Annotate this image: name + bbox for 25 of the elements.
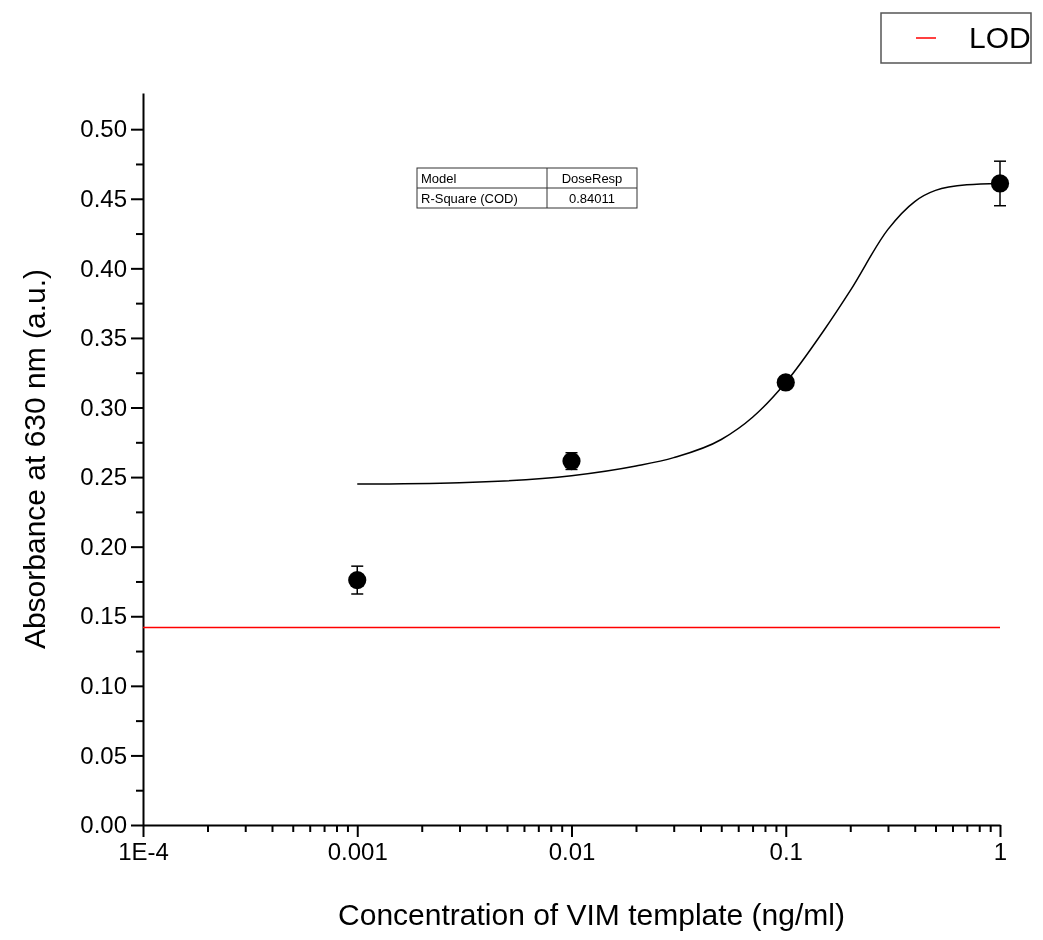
point (348, 570, 367, 590)
point (990, 174, 1010, 193)
legend-label: LOD (969, 21, 1031, 54)
x-tick-label: 1 (993, 838, 1008, 866)
x-axis-title: Concentration of VIM template (ng/ml) (338, 898, 845, 931)
x-tick-label: 0.1 (769, 838, 803, 866)
y-tick-label: 0.25 (80, 463, 127, 491)
y-tick-label: 0.05 (80, 741, 127, 769)
y-axis-title: Absorbance at 630 nm (a.u.) (18, 268, 51, 650)
y-tick-label: 0.15 (80, 602, 127, 630)
x-tick-label: 0.001 (327, 838, 388, 866)
y-tick-label: 0.10 (80, 672, 127, 700)
annotation: Model (421, 171, 457, 186)
y-tick-label: 0.30 (80, 393, 127, 421)
y-tick-label: 0.45 (80, 184, 127, 212)
x-tick-label: 1E-4 (118, 838, 169, 866)
annotation: DoseResp (561, 171, 623, 186)
y-tick-label: 0.20 (80, 532, 127, 560)
x-tick-label: 0.01 (548, 838, 596, 866)
y-tick-label: 0.40 (80, 254, 127, 282)
y-tick-label: 0.50 (80, 115, 127, 143)
y-tick-label: 0.35 (80, 324, 127, 352)
y-tick-label: 0.00 (80, 811, 127, 839)
annotation: 0.84011 (568, 191, 616, 206)
annotation: R-Square (COD) (421, 191, 518, 206)
